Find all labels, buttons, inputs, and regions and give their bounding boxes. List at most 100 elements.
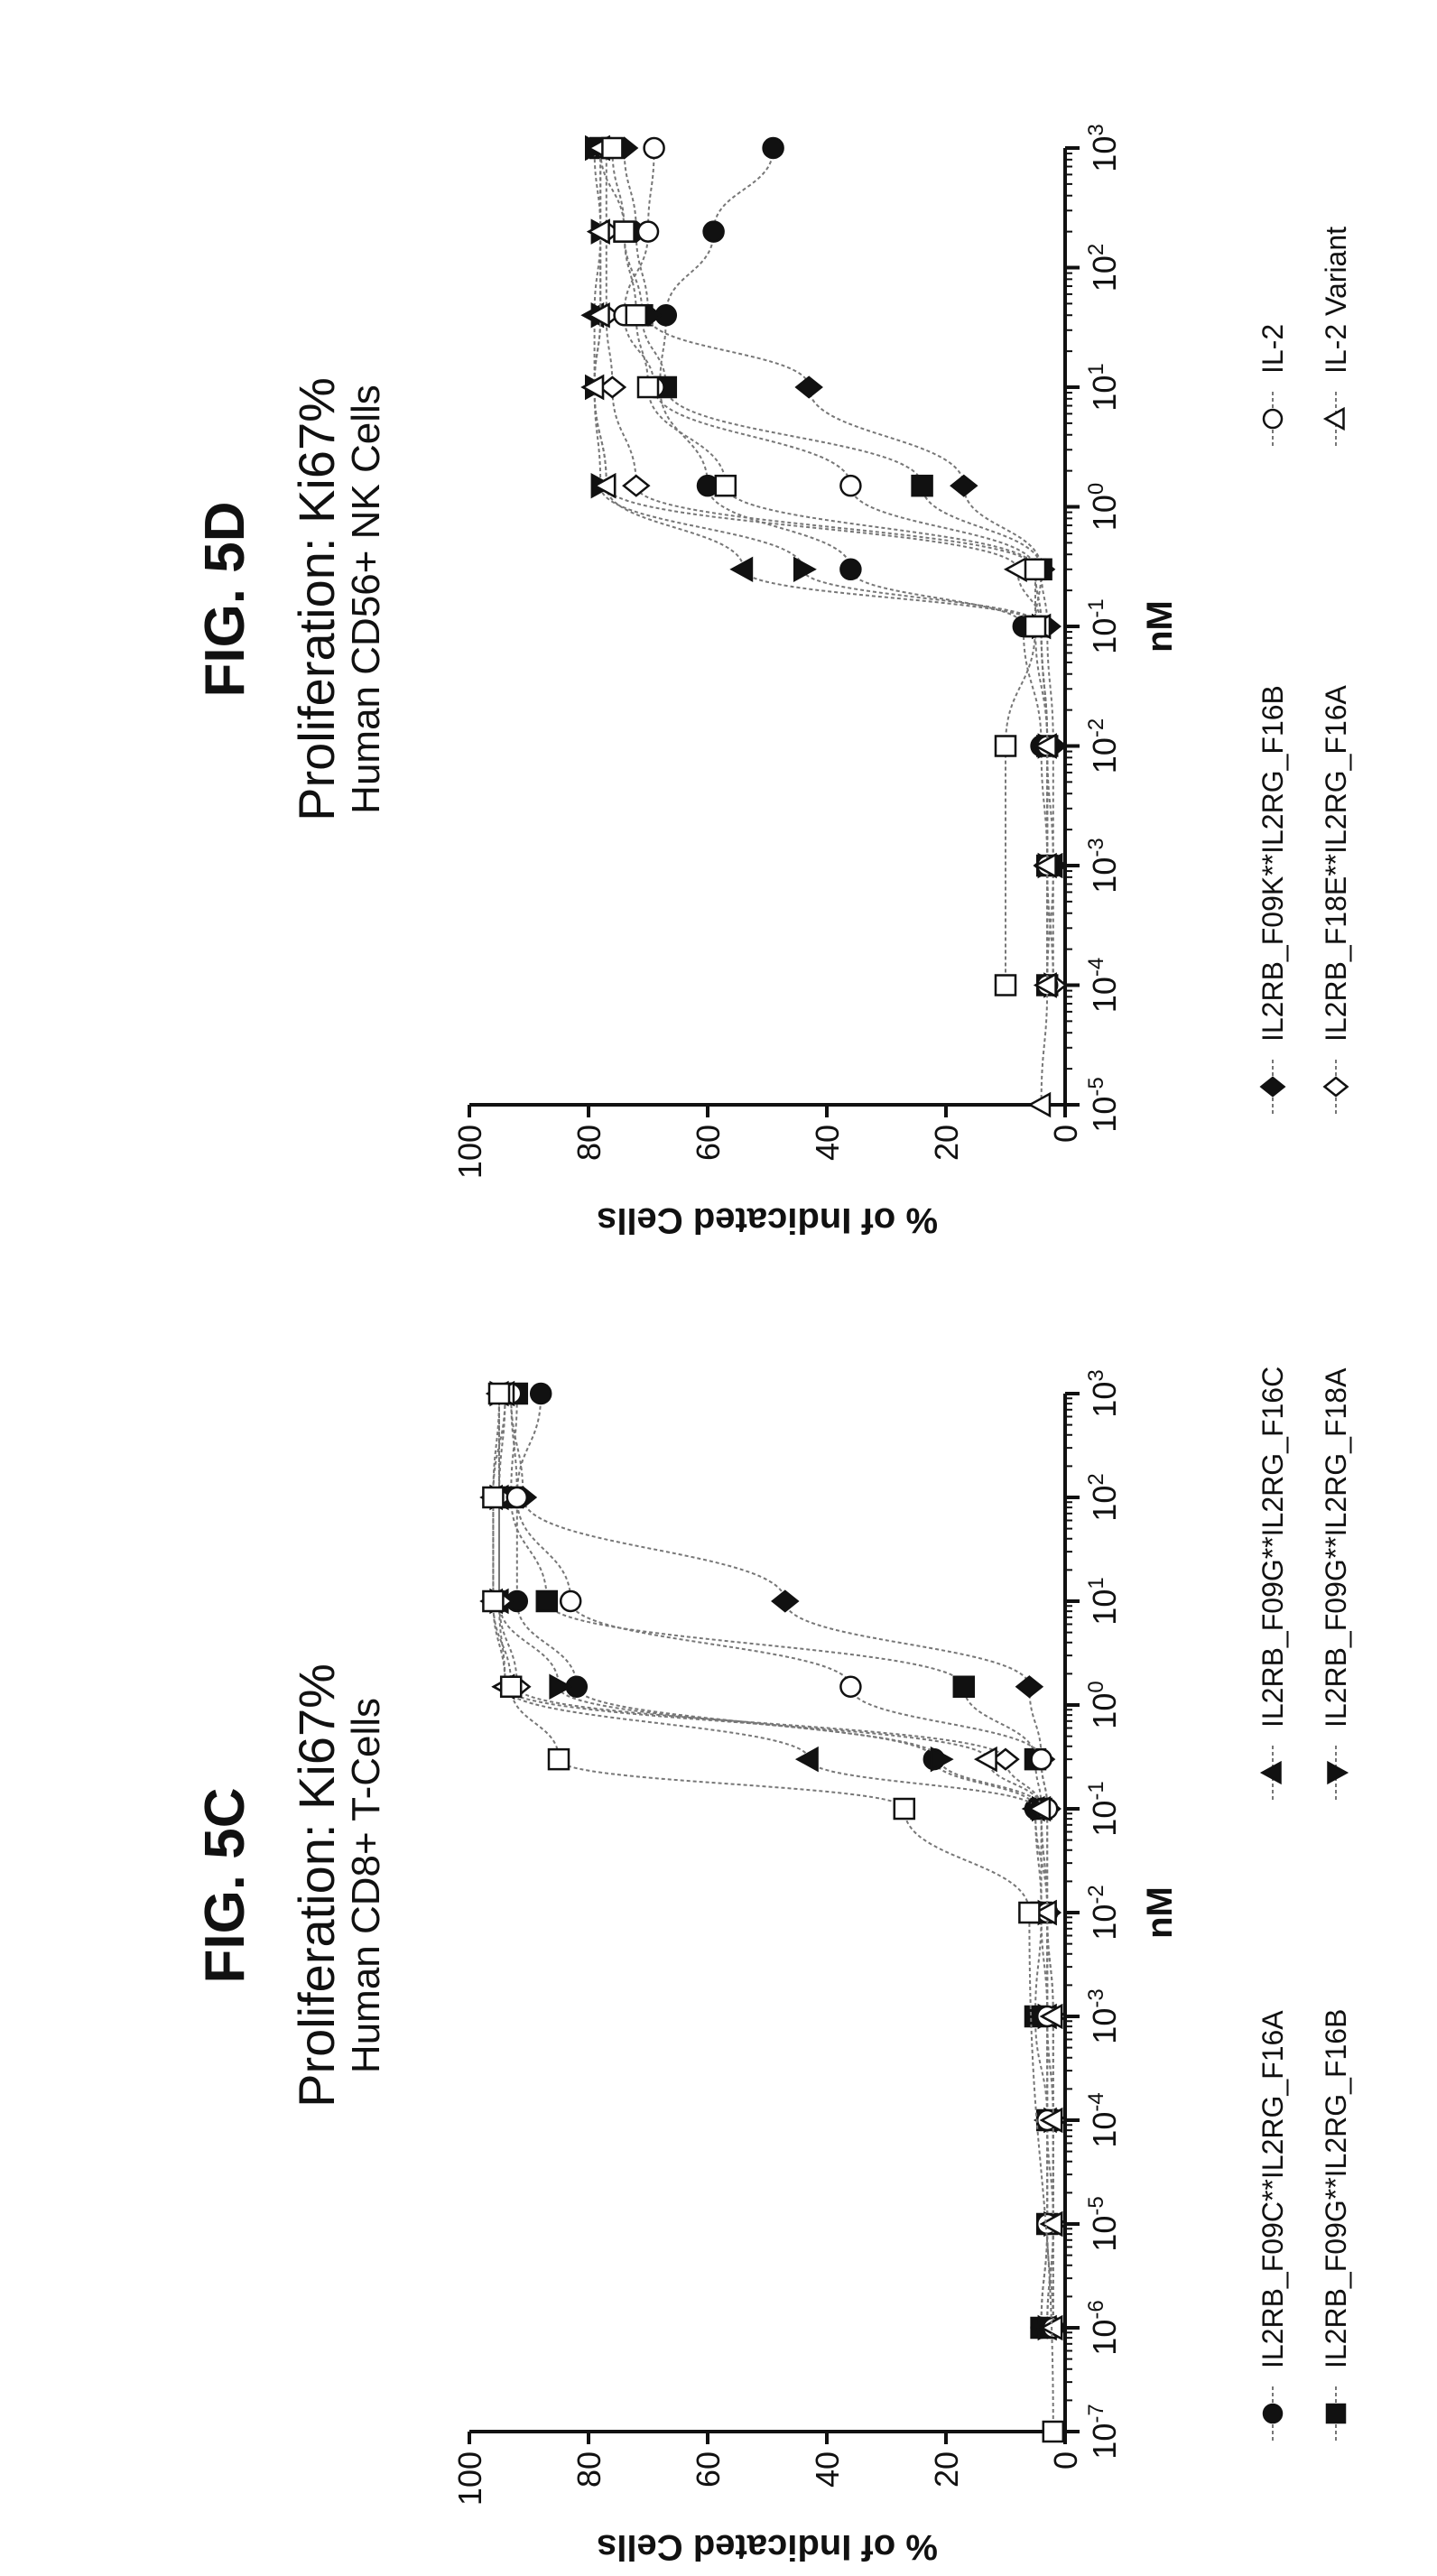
- data-point: [586, 218, 610, 245]
- data-point: [991, 1747, 1020, 1771]
- data-point: [613, 220, 635, 243]
- series-il-2-variant: [479, 1380, 1063, 2341]
- data-point: [793, 556, 817, 582]
- series-il2rb-f09c-il2rg-f16a: [648, 136, 1059, 996]
- figure-label: FIG. 5D: [194, 501, 256, 697]
- x-tick-label: 10-6: [1084, 2300, 1123, 2355]
- legend-item: IL-2: [1256, 324, 1289, 446]
- x-tick-label: 101: [1084, 1577, 1123, 1625]
- series-il2rb-f09g-il2rg-f18a: [585, 134, 1068, 998]
- data-point: [1033, 972, 1057, 998]
- x-tick-label: 10-4: [1084, 958, 1123, 1013]
- x-tick-label: 10-1: [1084, 1781, 1123, 1836]
- series-il2rb-f09k-il2rg-f16b: [609, 136, 1068, 997]
- data-point: [586, 302, 610, 329]
- data-point: [601, 136, 624, 160]
- legend: IL2RB_F09C**IL2RG_F16A IL2RB_F09G**IL2RG_…: [1256, 227, 1352, 2441]
- data-point: [702, 220, 725, 243]
- x-tick-label: 10-5: [1084, 1077, 1123, 1132]
- data-point: [1042, 2420, 1065, 2443]
- legend-item: IL-2 Variant: [1320, 227, 1352, 446]
- x-tick-label: 103: [1084, 1369, 1123, 1417]
- data-point: [482, 1589, 505, 1613]
- legend-label: IL2RB_F09G**IL2RG_F16B: [1320, 2009, 1352, 2368]
- legend-marker: [1327, 1760, 1349, 1785]
- y-tick-label: 80: [570, 2451, 607, 2488]
- x-tick-label: 10-3: [1084, 1988, 1123, 2043]
- data-point: [598, 375, 627, 399]
- legend-marker: [1259, 1076, 1286, 1098]
- fit-curve: [492, 1393, 1054, 2328]
- data-point: [973, 1746, 997, 1773]
- x-tick-label: 103: [1084, 124, 1123, 171]
- data-point: [1003, 556, 1027, 582]
- data-point: [547, 1747, 570, 1771]
- data-point: [952, 1675, 976, 1698]
- data-point: [535, 1589, 559, 1613]
- y-tick-label: 60: [690, 2451, 727, 2488]
- y-tick-label: 40: [809, 2451, 846, 2488]
- series-il2rb-f09k-il2rg-f16b: [496, 1382, 1068, 2340]
- fit-curve: [515, 1393, 1049, 2329]
- x-tick-label: 101: [1084, 363, 1123, 411]
- legend-item: IL2RB_F18E**IL2RG_F16A: [1320, 684, 1352, 1114]
- fit-curve: [659, 147, 1049, 986]
- x-tick-label: 10-2: [1084, 1885, 1123, 1940]
- x-tick-label: 100: [1084, 483, 1123, 531]
- series-il2rb-f18e-il2rg-f16a: [485, 1382, 1068, 2340]
- series-il-2: [499, 1382, 1065, 2340]
- data-point: [950, 474, 978, 497]
- y-tick-label: 40: [809, 1125, 846, 1161]
- y-tick-label: 100: [451, 1125, 488, 1179]
- data-point: [1027, 1795, 1052, 1822]
- data-point: [636, 375, 660, 399]
- data-point: [762, 136, 784, 160]
- x-tick-label: 10-7: [1084, 2404, 1123, 2459]
- data-point: [1039, 2107, 1063, 2134]
- series-il2rb-f09c-il2rg-f16a: [505, 1382, 1059, 2340]
- x-tick-label: 10-2: [1084, 718, 1123, 774]
- data-point: [1015, 1675, 1044, 1699]
- data-point: [994, 735, 1017, 757]
- legend-label: IL-2 Variant: [1320, 227, 1352, 374]
- legend-marker: [1325, 2403, 1347, 2424]
- data-point: [1024, 615, 1047, 638]
- data-point: [729, 556, 754, 582]
- rotated-content: FIG. 5C Proliferation: Ki67% Human CD8+ T-…: [194, 124, 1352, 2567]
- x-tick-label: 102: [1084, 1473, 1123, 1521]
- data-point: [505, 1486, 529, 1509]
- data-point: [1033, 733, 1057, 759]
- data-point: [499, 1675, 523, 1698]
- x-tick-label: 10-3: [1084, 838, 1123, 893]
- legend-label: IL2RB_F09G**IL2RG_F16C: [1256, 1367, 1289, 1728]
- data-point: [487, 1382, 511, 1405]
- y-tick-label: 20: [928, 1125, 965, 1161]
- fit-curve: [611, 147, 1037, 986]
- data-point: [643, 136, 665, 160]
- data-point: [549, 1673, 573, 1700]
- y-axis-label: % of Indicated Cells: [597, 2527, 938, 2567]
- x-tick-label: 100: [1084, 1681, 1123, 1728]
- y-tick-label: 60: [690, 1125, 727, 1161]
- data-point: [1030, 1747, 1052, 1771]
- legend-marker: [1259, 1760, 1282, 1785]
- x-axis-label: nM: [1140, 600, 1180, 653]
- series-il-2-variant: [580, 134, 1057, 1118]
- y-axis-label: % of Indicated Cells: [597, 1200, 938, 1240]
- y-tick-label: 20: [928, 2451, 965, 2488]
- legend-label: IL2RB_F09G**IL2RG_F18A: [1320, 1367, 1352, 1728]
- data-point: [580, 374, 605, 401]
- data-point: [911, 474, 933, 497]
- data-point: [893, 1797, 916, 1821]
- fit-curve: [510, 1393, 1054, 2329]
- x-axis-label: nM: [1140, 1886, 1180, 1939]
- data-point: [839, 474, 862, 497]
- legend-label: IL2RB_F18E**IL2RG_F16A: [1320, 684, 1352, 1042]
- legend-item: IL2RB_F09K**IL2RG_F16B: [1256, 685, 1289, 1114]
- series-il2rb-f09g-il2rg-f16c: [485, 1380, 1063, 2341]
- data-point: [636, 220, 660, 243]
- series-il2rb-f18e-il2rg-f16a: [592, 136, 1068, 997]
- series-unlabeled: [482, 1382, 1065, 2443]
